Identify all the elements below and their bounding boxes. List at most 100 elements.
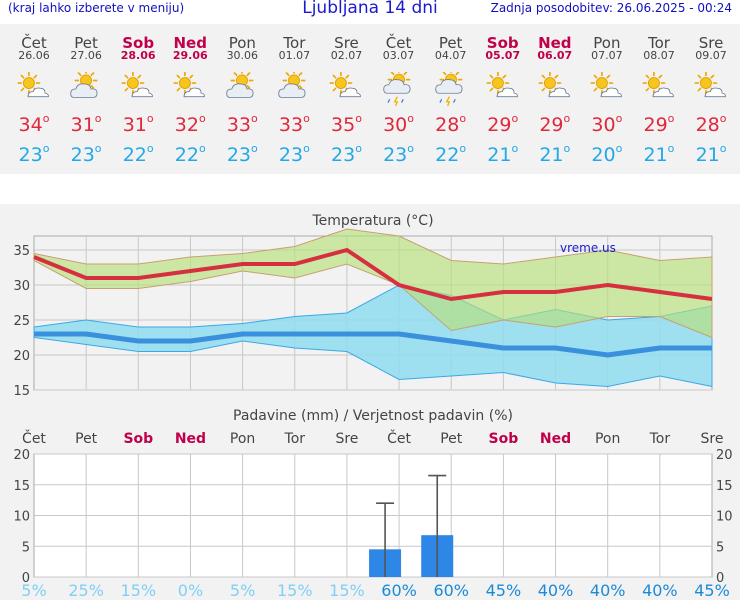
day-name: Tor: [283, 34, 306, 52]
day-name: Pon: [593, 34, 621, 52]
precipitation-day-label: Pet: [440, 431, 463, 447]
precipitation-day-label: Čet: [22, 429, 46, 447]
day-date: 04.07: [434, 49, 467, 62]
day-date: 09.07: [695, 49, 727, 62]
min-temp: 21o: [487, 142, 519, 166]
sun-cloud-icon: [590, 72, 622, 98]
day-name: Pet: [438, 34, 463, 52]
header-bar: (kraj lahko izberete v meniju) Ljubljana…: [0, 0, 740, 24]
cloud-sun-icon: [278, 72, 306, 98]
storm-cloud-icon: [434, 72, 463, 106]
watermark: vreme.us: [560, 241, 616, 255]
min-temp: 22o: [174, 142, 206, 166]
storm-cloud-icon: [382, 72, 411, 106]
max-temp: 28o: [695, 112, 727, 136]
sun-cloud-icon: [17, 72, 49, 98]
cloud-sun-icon: [70, 72, 98, 98]
day-date: 26.06: [18, 49, 50, 62]
precipitation-probability: 15%: [329, 581, 365, 600]
day-name: Pon: [228, 34, 256, 52]
min-temp: 23o: [383, 142, 414, 166]
precipitation-y-tick-left: 5: [22, 540, 30, 555]
precipitation-day-label: Tor: [284, 431, 306, 447]
precipitation-probability: 45%: [486, 581, 522, 600]
temperature-y-tick: 15: [13, 384, 30, 399]
day-name: Tor: [647, 34, 670, 52]
precipitation-probability: 40%: [538, 581, 574, 600]
sun-cloud-icon: [486, 72, 518, 98]
sun-cloud-icon: [173, 72, 206, 98]
day-name: Čet: [21, 34, 47, 52]
sun-cloud-icon: [121, 72, 154, 98]
precipitation-probability: 40%: [590, 581, 626, 600]
precipitation-y-tick-right: 15: [716, 479, 733, 494]
location-menu-hint[interactable]: (kraj lahko izberete v meniju): [8, 1, 185, 15]
precipitation-probability: 45%: [694, 581, 730, 600]
precipitation-probability: 15%: [121, 581, 157, 600]
temperature-y-tick: 25: [13, 314, 30, 329]
day-date: 01.07: [278, 49, 311, 62]
precipitation-y-tick-left: 10: [13, 510, 30, 525]
max-temp: 30o: [383, 112, 414, 136]
min-temp: 23o: [278, 142, 310, 166]
precipitation-probability: 0%: [178, 581, 203, 600]
max-temp: 33o: [226, 112, 258, 136]
temperature-chart-title: Temperatura (°C): [311, 213, 433, 229]
sun-cloud-icon: [329, 72, 362, 98]
max-temp: 29o: [643, 112, 675, 136]
precipitation-y-tick-left: 15: [13, 479, 30, 494]
day-date: 06.07: [537, 49, 573, 62]
precipitation-probability: 5%: [21, 581, 46, 600]
day-date: 27.06: [70, 49, 102, 62]
max-temp: 29o: [487, 112, 519, 136]
last-update-text: Zadnja posodobitev: 26.06.2025 - 00:24: [490, 1, 732, 15]
sun-cloud-icon: [642, 72, 674, 98]
max-temp: 33o: [278, 112, 310, 136]
min-temp: 20o: [591, 142, 623, 166]
day-name: Ned: [538, 34, 572, 52]
min-temp: 23o: [226, 142, 258, 166]
precipitation-day-label: Ned: [175, 431, 206, 447]
max-temp: 31o: [70, 112, 102, 136]
temperature-y-tick: 30: [13, 279, 30, 294]
precipitation-day-label: Tor: [649, 431, 671, 447]
day-date: 07.07: [591, 49, 623, 62]
max-temp: 32o: [174, 112, 206, 136]
forecast-charts: 15 20 25 30 35 Temperatura (°C) vreme.us Padavi…: [13, 213, 733, 600]
sun-cloud-icon: [538, 72, 570, 98]
min-temp: 21o: [695, 142, 727, 166]
min-temp: 21o: [643, 142, 675, 166]
sun-cloud-icon: [694, 72, 726, 98]
min-temp: 23o: [18, 142, 50, 166]
min-temp: 23o: [70, 142, 102, 166]
precipitation-day-label: Sob: [123, 431, 153, 447]
precipitation-probability: 40%: [642, 581, 678, 600]
daily-forecast-strip: Čet 26.06 34o 23o Pet 27.06 31o 23o Sob 28.06 31o 2…: [0, 24, 740, 174]
day-name: Pet: [74, 34, 98, 52]
min-temp: 23o: [331, 142, 362, 166]
precipitation-probability: 60%: [433, 581, 469, 600]
precipitation-day-label: Sob: [489, 431, 519, 447]
min-temp-line: [34, 331, 712, 358]
max-temp: 35o: [331, 112, 362, 136]
max-temp-line: [33, 247, 713, 302]
precipitation-day-label: Sre: [701, 431, 724, 447]
precipitation-day-label: Pon: [595, 431, 620, 447]
max-temp: 28o: [435, 112, 467, 136]
day-name: Sob: [122, 34, 155, 52]
precipitation-y-tick-right: 0: [716, 571, 724, 586]
day-name: Čet: [385, 34, 412, 52]
day-date: 30.06: [226, 49, 259, 62]
precipitation-day-label: Ned: [540, 431, 571, 447]
max-temp-range-band: [33, 228, 713, 339]
day-name: Sre: [698, 34, 724, 52]
max-temp: 34o: [18, 112, 50, 136]
min-temp: 22o: [435, 142, 467, 166]
precipitation-day-label: Čet: [387, 429, 411, 447]
precipitation-chart-title: Padavine (mm) / Verjetnost padavin (%): [233, 408, 513, 424]
day-date: 03.07: [382, 49, 415, 62]
precipitation-day-label: Pon: [230, 431, 255, 447]
day-date: 05.07: [485, 49, 521, 62]
precipitation-probability: 60%: [381, 581, 417, 600]
precipitation-probability: 15%: [277, 581, 313, 600]
